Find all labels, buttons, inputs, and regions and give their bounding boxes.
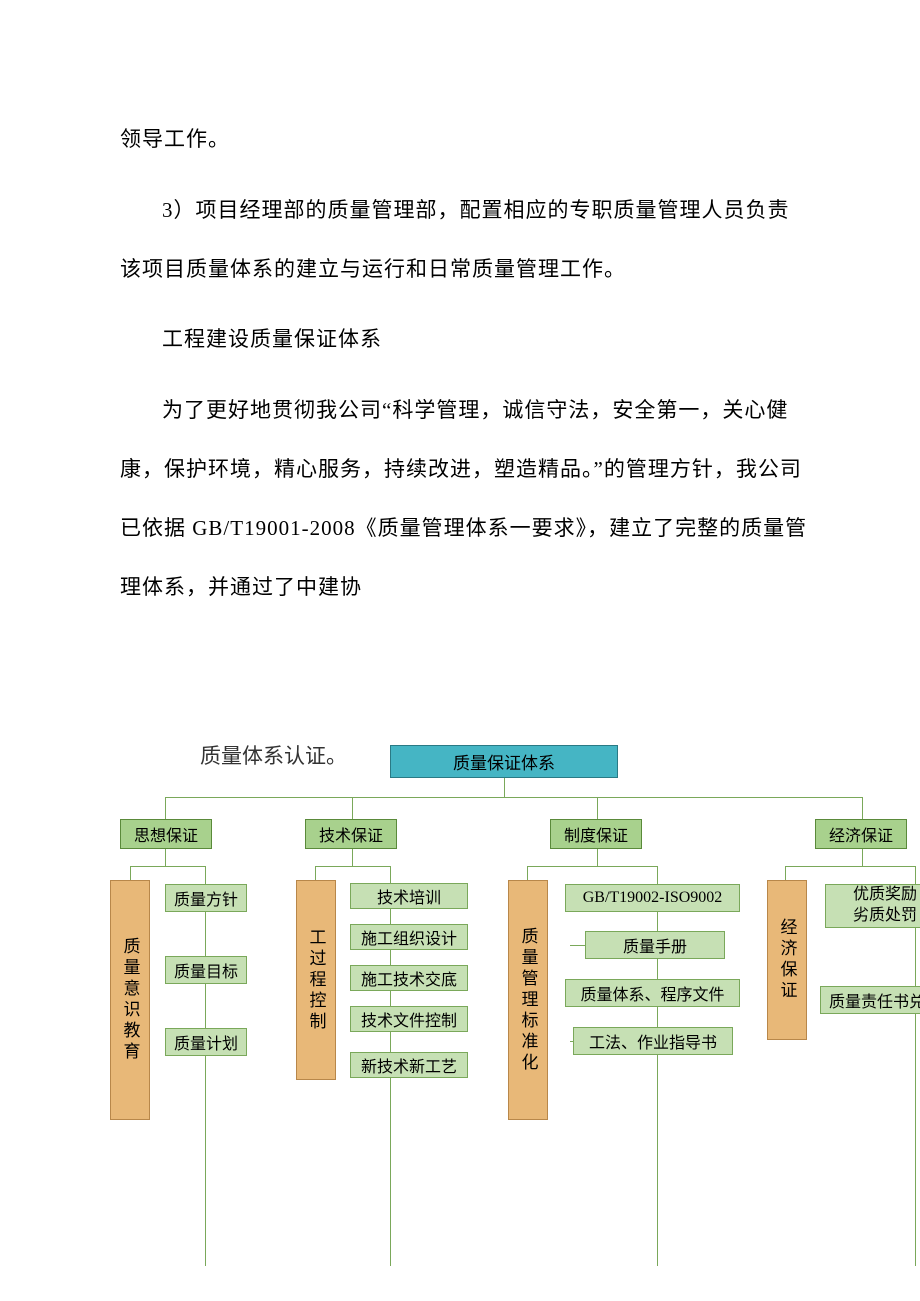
connector-line <box>130 866 205 867</box>
connector-line <box>352 849 353 866</box>
level2-node-2: 技术保证 <box>305 819 397 849</box>
col3-item-1: GB/T19002-ISO9002 <box>565 884 740 912</box>
connector-line <box>315 866 316 880</box>
connector-line <box>165 797 863 798</box>
col1-item-1: 质量方针 <box>165 884 247 912</box>
col3-item-4: 工法、作业指导书 <box>573 1027 733 1055</box>
col4-vertical: 经济保证 <box>767 880 807 1040</box>
col2-item-4: 技术文件控制 <box>350 1006 468 1032</box>
root-node: 质量保证体系 <box>390 745 618 778</box>
connector-line <box>862 849 863 866</box>
connector-line <box>165 797 166 819</box>
col4-item-1: 优质奖励 劣质处罚 <box>825 884 920 928</box>
col2-item-5: 新技术新工艺 <box>350 1052 468 1078</box>
col1-item-3: 质量计划 <box>165 1028 247 1056</box>
col2-item-3: 施工技术交底 <box>350 965 468 991</box>
paragraph-3: 工程建设质量保证体系 <box>120 310 810 369</box>
document-body: 领导工作。 3）项目经理部的质量管理部，配置相应的专职质量管理人员负责该项目质量… <box>0 0 920 648</box>
connector-line <box>165 849 166 866</box>
connector-line <box>504 777 505 797</box>
connector-line <box>352 797 353 819</box>
col1-item-2: 质量目标 <box>165 956 247 984</box>
col3-item-2: 质量手册 <box>585 931 725 959</box>
col3-vertical: 质量管理标准化 <box>508 880 548 1120</box>
connector-line <box>597 849 598 866</box>
connector-line <box>785 866 786 880</box>
cert-label: 质量体系认证。 <box>200 740 347 770</box>
col3-item-3: 质量体系、程序文件 <box>565 979 740 1007</box>
level2-node-1: 思想保证 <box>120 819 212 849</box>
connector-line <box>527 866 657 867</box>
col2-item-1: 技术培训 <box>350 883 468 909</box>
connector-line <box>130 866 131 880</box>
connector-line <box>862 797 863 819</box>
connector-line <box>657 866 658 1266</box>
connector-line <box>527 866 528 880</box>
col2-vertical: 工过程控制 <box>296 880 336 1080</box>
connector-line <box>205 866 206 1266</box>
col4-item-2: 质量责任书兑现 <box>820 986 920 1014</box>
paragraph-2: 3）项目经理部的质量管理部，配置相应的专职质量管理人员负责该项目质量体系的建立与… <box>120 181 810 299</box>
paragraph-1: 领导工作。 <box>120 110 810 169</box>
connector-line <box>315 866 390 867</box>
level2-node-4: 经济保证 <box>815 819 907 849</box>
col2-item-2: 施工组织设计 <box>350 924 468 950</box>
connector-line <box>785 866 915 867</box>
col1-vertical: 质量意识教育 <box>110 880 150 1120</box>
level2-node-3: 制度保证 <box>550 819 642 849</box>
org-chart: 质量体系认证。 质量保证体系 思想保证 技术保证 制度保证 经济保证 质量意识教… <box>120 720 920 1280</box>
paragraph-4: 为了更好地贯彻我公司“科学管理，诚信守法，安全第一，关心健康，保护环境，精心服务… <box>120 381 810 616</box>
connector-line <box>597 797 598 819</box>
